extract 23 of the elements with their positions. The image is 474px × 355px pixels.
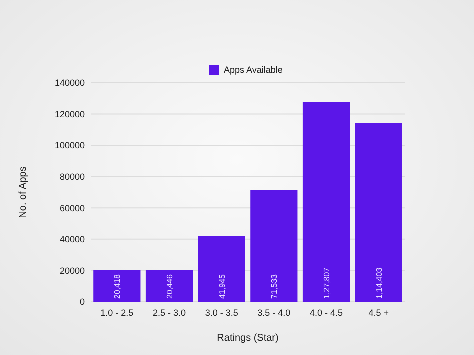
x-tick-label: 4.0 - 4.5 (310, 308, 344, 318)
y-tick-label: 60000 (60, 203, 85, 214)
x-tick-label: 4.5 + (368, 308, 389, 318)
data-label: 71,533 (270, 274, 280, 299)
y-tick-label: 140000 (54, 78, 85, 88)
y-axis-title: No. of Apps (18, 166, 29, 218)
x-axis-title: Ratings (Star) (217, 333, 279, 344)
x-tick-label: 3.0 - 3.5 (205, 308, 238, 318)
data-label: 1,14,403 (374, 267, 384, 299)
x-tick-label: 3.5 - 4.0 (258, 308, 291, 318)
x-tick-label: 1.0 - 2.5 (100, 308, 134, 318)
y-tick-label: 120000 (54, 109, 85, 120)
data-label: 41,945 (218, 274, 227, 299)
data-label: 1,27,807 (322, 267, 332, 299)
y-tick-label: 80000 (60, 172, 85, 182)
y-tick-label: 40000 (60, 234, 85, 245)
data-label: 20,446 (166, 274, 174, 299)
x-tick-label: 2.5 - 3.0 (152, 308, 186, 318)
data-label: 20,418 (113, 274, 122, 299)
y-tick-label: 100000 (54, 140, 85, 151)
legend-label: Apps Available (224, 65, 283, 76)
y-tick-label: 0 (80, 297, 85, 308)
y-tick-label: 20000 (60, 266, 85, 276)
